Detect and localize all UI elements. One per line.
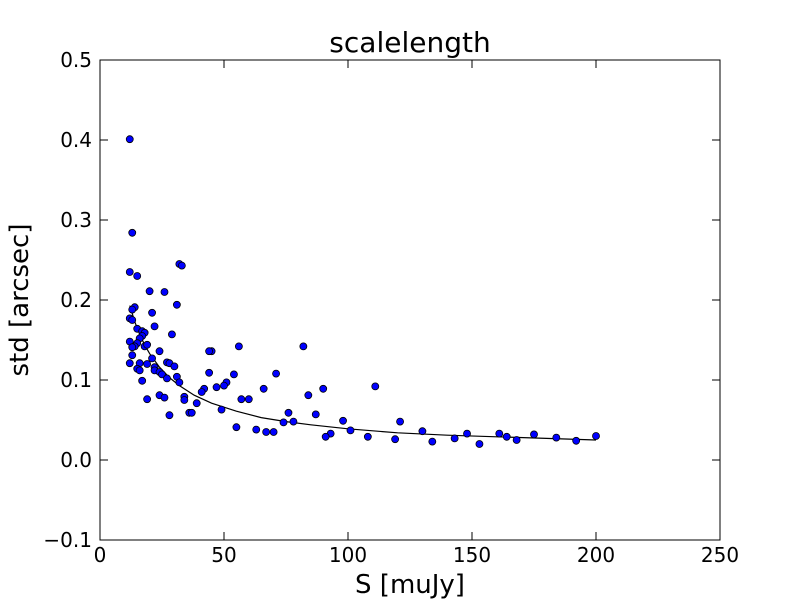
data-point [212,383,221,392]
data-point [128,316,137,324]
data-point [138,376,147,385]
data-point [145,287,154,296]
data-point [128,228,137,237]
y-tick-label: 0.0 [60,448,92,472]
data-point [170,362,179,371]
data-point [135,366,144,375]
data-point [160,288,169,296]
data-point [418,427,427,436]
data-point [175,378,184,387]
data-point [192,399,201,408]
data-point [230,370,238,379]
data-point [205,347,214,356]
data-point [552,433,561,442]
data-point [217,405,226,414]
x-tick-label: 0 [94,543,107,567]
data-point [197,388,206,396]
data-point [180,396,189,404]
data-point [148,308,156,317]
data-point [259,384,268,393]
x-tick-label: 250 [701,543,739,567]
data-point [244,395,253,404]
data-point [128,305,137,314]
data-point [299,342,308,351]
data-point [168,330,176,339]
data-point [150,322,159,331]
data-point [158,370,166,379]
data-point [125,135,134,144]
data-point [163,374,171,383]
data-point [125,359,134,368]
data-point [530,430,538,439]
data-point [512,436,521,444]
data-point [428,437,437,446]
y-tick-label: 0.2 [60,288,92,312]
data-point [148,354,156,363]
data-point [450,434,459,443]
data-point [143,360,152,368]
data-point [319,384,328,393]
data-point [495,429,504,438]
y-tick-label: −0.1 [43,528,92,552]
data-point [128,343,137,352]
x-axis-label: S [muJy] [355,570,465,600]
data-point [160,393,169,402]
data-point [269,428,278,436]
x-tick-label: 100 [329,543,367,567]
data-point [143,395,152,404]
data-point [177,261,186,270]
data-point [572,436,581,445]
data-point [205,368,214,377]
y-tick-label: 0.4 [60,128,92,152]
data-point [321,432,330,441]
data-point [172,300,181,309]
data-point [304,391,313,400]
data-point [284,408,293,417]
data-point [252,425,261,434]
data-point [155,347,164,356]
data-point [128,351,137,360]
data-point [346,426,355,435]
data-point [311,410,320,419]
data-point [262,428,271,436]
data-point [463,429,471,438]
y-tick-label: 0.5 [60,48,92,72]
data-point [165,411,174,420]
data-point [396,417,404,426]
x-tick-label: 50 [211,543,236,567]
y-tick-label: 0.1 [60,368,92,392]
plot-frame [99,59,721,541]
data-point [371,382,380,391]
data-point [143,340,152,349]
data-point [187,408,196,417]
data-point [279,418,288,427]
chart-title: scalelength [329,26,490,59]
y-tick-label: 0.3 [60,208,92,232]
data-point [391,435,400,444]
x-tick-label: 200 [577,543,615,567]
data-point [237,395,246,404]
data-point [339,416,347,425]
data-point [272,369,280,378]
y-axis-label: std [arcsec] [5,224,35,377]
data-point [363,432,372,441]
data-point [234,342,243,351]
fit-line [129,305,597,441]
data-point [133,272,142,280]
data-point [232,423,241,432]
x-tick-label: 150 [453,543,491,567]
data-point [475,440,484,448]
data-point [592,432,600,440]
data-point [502,432,511,441]
data-point [125,268,134,276]
data-point [220,381,228,390]
plot-area: 0 50 100 150 200 250 −0.1 0.0 0.1 0.2 0.3 0.4 0.5 [43,48,739,567]
data-point [289,417,298,426]
